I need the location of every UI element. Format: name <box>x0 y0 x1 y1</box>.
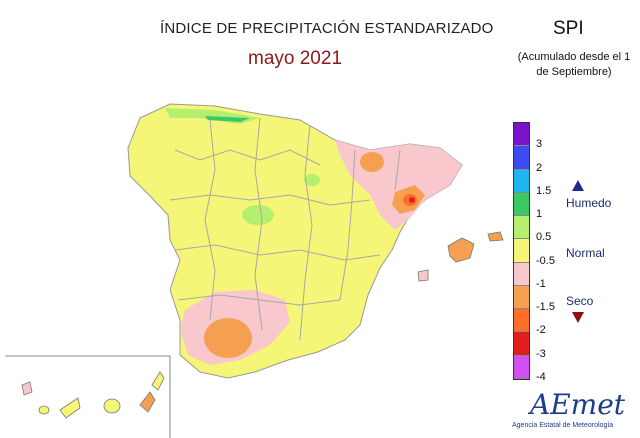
legend-tick-label: 0.5 <box>536 231 552 244</box>
tarragona-extreme <box>409 197 415 203</box>
legend-swatch <box>514 239 529 263</box>
mallorca <box>447 237 475 263</box>
legend-tick-label: -4 <box>536 371 546 383</box>
canary-island-2 <box>38 405 50 415</box>
humid-triangle-icon <box>572 180 584 191</box>
legend-swatch <box>514 123 529 147</box>
legend-tick-label: 1 <box>536 208 543 221</box>
legend-swatch <box>514 355 529 379</box>
east-humid-spot <box>304 174 320 186</box>
map-title: ÍNDICE DE PRECIPITACIÓN ESTANDARIZADO <box>160 20 494 37</box>
menorca <box>487 231 504 242</box>
central-humid-spot <box>242 205 274 225</box>
legend-tick-label: -3 <box>536 347 546 360</box>
canary-island-4 <box>103 398 121 414</box>
legend-swatch <box>514 285 529 310</box>
legend-swatch <box>514 169 529 193</box>
index-name: SPI <box>553 18 584 39</box>
legend-tick-label: 3 <box>536 138 543 151</box>
aemet-logo: AEmet <box>530 388 626 421</box>
map-period: mayo 2021 <box>248 48 343 69</box>
canary-inset-border <box>5 355 171 438</box>
legend-tick-label: 2 <box>536 161 543 174</box>
legend-swatch <box>514 309 529 333</box>
legend-tick-label: -0.5 <box>536 254 555 267</box>
ibiza <box>417 269 429 282</box>
color-scale <box>513 122 530 380</box>
legend-swatch <box>514 262 529 286</box>
canary-island-5 <box>139 391 156 413</box>
legend-swatch <box>514 332 529 356</box>
accumulation-note: (Acumulado desde el 1 de Septiembre) <box>517 51 631 78</box>
legend-tick-label: -2 <box>536 324 546 337</box>
canary-island-1 <box>21 381 33 396</box>
dry-triangle-icon <box>572 312 584 323</box>
legend-swatch <box>514 216 529 240</box>
dry-label: Seco <box>566 294 594 308</box>
north-coast-wet <box>205 116 250 122</box>
canary-island-6 <box>151 371 165 391</box>
legend-tick-label: 1.5 <box>536 184 552 197</box>
ebro-dry-spot <box>360 152 384 172</box>
normal-label: Normal <box>566 246 605 260</box>
andalusia-severe <box>204 318 252 358</box>
legend-tick-label: -1.5 <box>536 301 555 314</box>
legend-swatch <box>514 146 529 170</box>
aemet-logo-subtext: Agencia Estatal de Meteorología <box>512 422 614 429</box>
legend-tick-label: -1 <box>536 277 546 290</box>
humid-label: Humedo <box>566 196 612 210</box>
canary-island-3 <box>59 397 81 419</box>
legend-swatch <box>514 192 529 217</box>
province-borders <box>169 117 401 341</box>
